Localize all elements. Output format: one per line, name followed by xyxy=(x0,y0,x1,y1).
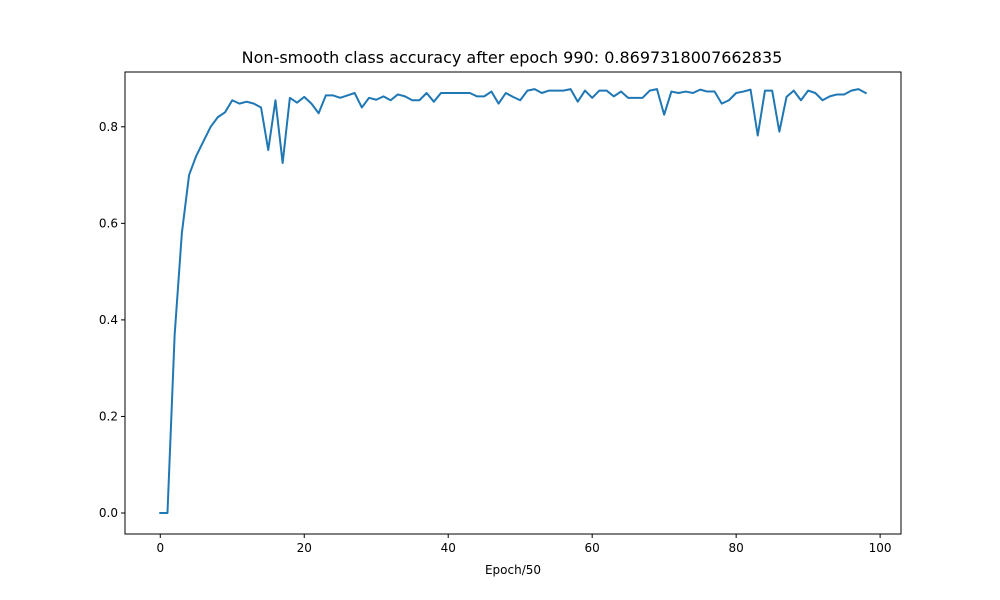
series-line xyxy=(159,88,868,514)
x-tick-label: 40 xyxy=(441,541,456,555)
x-axis-label: Epoch/50 xyxy=(485,563,541,577)
x-tick-label: 20 xyxy=(297,541,312,555)
y-tick-label: 0.6 xyxy=(99,216,118,230)
plot-frame xyxy=(124,71,902,535)
y-tick-label: 0.2 xyxy=(99,409,118,423)
y-tick-label: 0.8 xyxy=(99,120,118,134)
x-tick-label: 0 xyxy=(156,541,164,555)
y-tick-label: 0.4 xyxy=(99,313,118,327)
x-tick-label: 60 xyxy=(585,541,600,555)
x-tick-label: 100 xyxy=(869,541,892,555)
x-tick-label: 80 xyxy=(729,541,744,555)
chart-title: Non-smooth class accuracy after epoch 99… xyxy=(242,48,783,67)
y-tick-label: 0.0 xyxy=(99,506,118,520)
axis-ticks: 0 20 40 60 80 100 0.0 0.2 0.4 0.6 0.8 xyxy=(99,120,892,555)
